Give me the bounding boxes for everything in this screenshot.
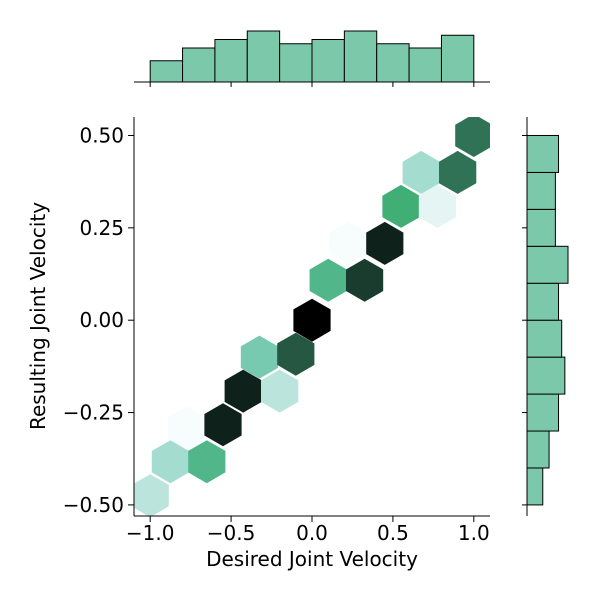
top-histogram-bar <box>279 43 313 83</box>
hexbin-cell-8 <box>277 332 315 376</box>
hexbin-cell-16 <box>402 150 440 194</box>
hexbin-cell-0 <box>134 474 169 516</box>
right-histogram-bar <box>526 393 560 432</box>
y-axis-label: Resulting Joint Velocity <box>26 202 50 430</box>
hexbin-cell-18 <box>455 117 490 157</box>
right-histogram-bar <box>526 319 563 358</box>
x-tick-label: −0.5 <box>207 521 256 545</box>
right-histogram-bar <box>526 467 544 506</box>
y-tick-label: 0.50 <box>79 123 124 147</box>
x-tick-label: 0.0 <box>296 521 328 545</box>
hexbin-cell-5 <box>224 369 262 413</box>
y-tick-label: −0.50 <box>63 493 124 517</box>
top-histogram-bar <box>376 43 410 83</box>
right-histogram-bar <box>526 171 556 210</box>
top-histogram-bar <box>343 30 378 83</box>
hexbin-cell-6 <box>261 369 299 413</box>
hexbin-cell-3 <box>168 406 206 450</box>
top-histogram-bar <box>440 34 475 83</box>
top-histogram-bar <box>182 47 216 83</box>
hexbin-cell-11 <box>346 258 384 302</box>
right-histogram-bar <box>526 430 550 469</box>
hexbin-cell-7 <box>240 335 278 379</box>
right-histogram-bar <box>526 282 560 321</box>
top-histogram-bar <box>311 39 345 83</box>
hexbin-layer <box>134 117 490 516</box>
top-histogram-bar <box>246 30 281 83</box>
hexbin-cell-9 <box>293 298 331 342</box>
hexbin-cell-17 <box>439 150 477 194</box>
right-histogram-bar <box>526 208 556 247</box>
y-tick-label: 0.00 <box>79 308 124 332</box>
top-histogram-bar <box>408 47 442 83</box>
hexbin-cells <box>134 117 490 516</box>
y-axis-ticks: −0.50 −0.25 0.00 0.25 0.50 <box>63 123 134 517</box>
x-tick-label: 0.5 <box>377 521 409 545</box>
right-histogram-bar <box>526 134 560 173</box>
x-tick-label: −1.0 <box>126 521 175 545</box>
right-histogram-bar <box>526 356 566 395</box>
hexbin-cell-10 <box>309 258 347 302</box>
right-histogram-bar <box>526 245 569 284</box>
hexbin-cell-4 <box>204 403 242 447</box>
hexbin-cell-14 <box>382 184 420 228</box>
hexbin-cell-15 <box>418 184 456 228</box>
top-histogram-bar <box>214 39 248 83</box>
hexbin-cell-2 <box>188 440 226 484</box>
x-axis-label: Desired Joint Velocity <box>206 547 418 571</box>
x-axis-ticks: −1.0 −0.5 0.0 0.5 1.0 <box>126 516 490 545</box>
top-marginal-histogram <box>134 30 490 87</box>
y-tick-label: −0.25 <box>63 401 124 425</box>
top-histogram-bar <box>149 60 184 83</box>
x-tick-label: 1.0 <box>458 521 490 545</box>
hexbin-cell-12 <box>329 221 367 265</box>
hexbin-cell-13 <box>366 221 404 265</box>
y-tick-label: 0.25 <box>79 216 124 240</box>
hexbin-cell-1 <box>151 440 189 484</box>
right-marginal-histogram <box>522 117 569 516</box>
